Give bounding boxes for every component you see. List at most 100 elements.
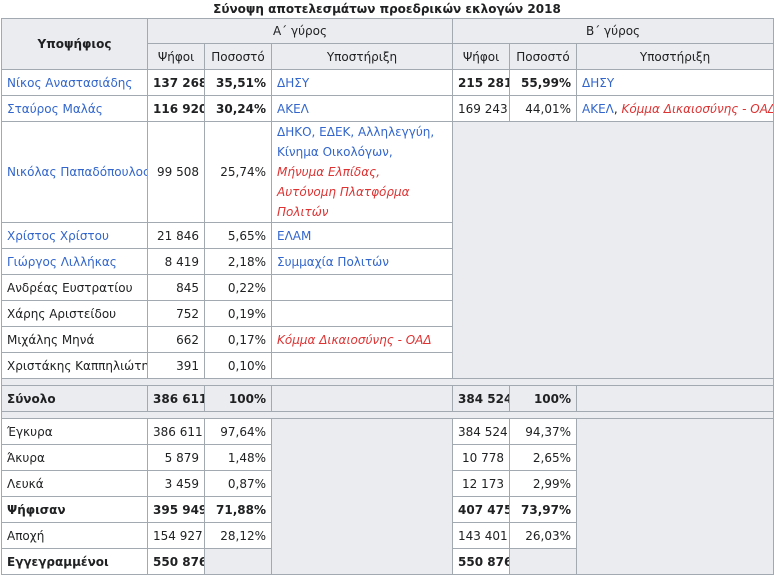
round2-empty-block	[452, 121, 774, 379]
percent-r2: 55,99%	[509, 69, 578, 96]
stat-label: Ψήφισαν	[1, 496, 148, 523]
support-link-r2[interactable]: ΔΗΣΥ	[576, 69, 774, 96]
support-link-akel[interactable]: ΑΚΕΛ	[582, 101, 614, 116]
table-row: Χρίστος Χρίστου 21 846 5,65% ΕΛΑΜ	[1, 222, 774, 249]
stats-row: Έγκυρα 386 611 97,64% 384 524 94,37%	[1, 418, 774, 575]
percent-r1: 0,22%	[204, 274, 272, 301]
stat-votes-r2: 10 778	[452, 444, 511, 471]
candidate-name: Χριστάκης Καππηλιώτης	[1, 352, 148, 379]
percent-r2: 44,01%	[509, 95, 578, 122]
support-link-r1[interactable]: ΕΛΑΜ	[270, 222, 454, 249]
support-link-r1[interactable]: Κόμμα Δικαιοσύνης - ΟΑΔ	[270, 326, 454, 353]
stat-percent-r2: 2,65%	[509, 444, 578, 471]
stat-label: Άκυρα	[1, 444, 148, 471]
stats-empty-r2	[576, 418, 774, 575]
stat-percent-r1: 71,88%	[204, 496, 272, 523]
header-round1: Α΄ γύρος	[146, 18, 454, 44]
support-link-oad[interactable]: Κόμμα Δικαιοσύνης - ΟΑΔ	[621, 101, 774, 116]
votes-r1: 752	[147, 300, 205, 327]
percent-r1: 0,10%	[204, 352, 272, 379]
stat-votes-r1: 550 876	[147, 548, 205, 575]
percent-r1: 30,24%	[204, 95, 272, 122]
stat-percent-r1-empty	[204, 548, 272, 575]
table-row: Μιχάλης Μηνά 662 0,17% Κόμμα Δικαιοσύνης…	[1, 326, 774, 353]
separator-row	[0, 411, 774, 419]
candidate-name-link[interactable]: Νικόλας Παπαδόπουλος	[1, 121, 148, 223]
votes-r2: 169 243	[452, 95, 511, 122]
candidate-name: Ανδρέας Ευστρατίου	[1, 274, 148, 301]
candidate-name-link[interactable]: Χρίστος Χρίστου	[1, 222, 148, 249]
separator-row	[0, 378, 774, 386]
table-row: Σταύρος Μαλάς 116 920 30,24% ΑΚΕΛ 169 24…	[1, 95, 774, 122]
stat-votes-r1: 386 611	[147, 418, 205, 445]
votes-r1: 99 508	[147, 121, 205, 223]
percent-r1: 5,65%	[204, 222, 272, 249]
stats-row: Άκυρα 5 879 1,48% 10 778 2,65%	[1, 444, 774, 471]
support-link-r1[interactable]: ΑΚΕΛ	[270, 95, 454, 122]
total-support-r1	[270, 385, 454, 412]
stat-votes-r2: 12 173	[452, 470, 511, 497]
support-r2: ΑΚΕΛ, Κόμμα Δικαιοσύνης - ΟΑΔ	[576, 95, 774, 122]
support-link-r1[interactable]: Συμμαχία Πολιτών	[270, 248, 454, 275]
header-support-r1: Υποστήριξη	[270, 43, 454, 70]
stats-empty-r1	[270, 418, 454, 575]
votes-r2: 215 281	[452, 69, 511, 96]
total-support-r2	[576, 385, 774, 412]
total-votes-r2: 384 524	[452, 385, 511, 412]
total-percent-r2: 100%	[509, 385, 578, 412]
votes-r1: 116 920	[147, 95, 205, 122]
total-votes-r1: 386 611	[147, 385, 205, 412]
header-votes-r1: Ψήφοι	[147, 43, 205, 70]
stat-votes-r2: 384 524	[452, 418, 511, 445]
header-round2: Β΄ γύρος	[452, 18, 774, 44]
table-row: Ανδρέας Ευστρατίου 845 0,22%	[1, 274, 774, 301]
votes-r1: 8 419	[147, 248, 205, 275]
table-row: Χάρης Αριστείδου 752 0,19%	[1, 300, 774, 327]
table-row: Νικόλας Παπαδόπουλος 99 508 25,74% ΔΗΚΟ,…	[1, 121, 774, 379]
votes-r1: 391	[147, 352, 205, 379]
stat-label: Αποχή	[1, 522, 148, 549]
support-r1: ΔΗΚΟ, ΕΔΕΚ, Αλληλεγγύη, Κίνημα Οικολόγων…	[270, 121, 454, 223]
stat-label: Εγγεγραμμένοι	[1, 548, 148, 575]
table-row: Γιώργος Λιλλήκας 8 419 2,18% Συμμαχία Πο…	[1, 248, 774, 275]
stat-votes-r1: 3 459	[147, 470, 205, 497]
candidate-name-link[interactable]: Σταύρος Μαλάς	[1, 95, 148, 122]
total-row: Σύνολο 386 611 100% 384 524 100%	[1, 385, 774, 412]
candidate-name-link[interactable]: Νίκος Αναστασιάδης	[1, 69, 148, 96]
table-row: Νίκος Αναστασιάδης 137 268 35,51% ΔΗΣΥ 2…	[1, 69, 774, 96]
votes-r1: 137 268	[147, 69, 205, 96]
percent-r1: 0,19%	[204, 300, 272, 327]
stat-percent-r2: 73,97%	[509, 496, 578, 523]
candidate-name: Χάρης Αριστείδου	[1, 300, 148, 327]
table-caption: Σύνοψη αποτελεσμάτων προεδρικών εκλογών …	[213, 2, 561, 16]
support-link-minima[interactable]: Μήνυμα Ελπίδας,	[277, 165, 381, 179]
votes-r1: 845	[147, 274, 205, 301]
percent-r1: 35,51%	[204, 69, 272, 96]
stat-percent-r1: 28,12%	[204, 522, 272, 549]
support-separator: ,	[613, 101, 622, 116]
support-link-platform[interactable]: Αυτόνομη Πλατφόρμα Πολιτών	[277, 185, 410, 219]
total-label: Σύνολο	[1, 385, 148, 412]
stat-votes-r2: 407 475	[452, 496, 511, 523]
stat-votes-r2: 550 876	[452, 548, 511, 575]
stat-percent-r2: 94,37%	[509, 418, 578, 445]
support-link-diko-edek[interactable]: ΔΗΚΟ, ΕΔΕΚ, Αλληλεγγύη,	[277, 125, 435, 139]
support-r1	[270, 352, 454, 379]
stat-percent-r1: 0,87%	[204, 470, 272, 497]
support-link-r1[interactable]: ΔΗΣΥ	[270, 69, 454, 96]
header-votes-r2: Ψήφοι	[452, 43, 511, 70]
header-percent-r1: Ποσοστό	[204, 43, 272, 70]
stat-percent-r2-empty	[509, 548, 578, 575]
election-results-table: Υποψήφιος Α΄ γύρος Β΄ γύρος Ψήφοι Ποσοστ…	[0, 18, 774, 575]
candidate-name-link[interactable]: Γιώργος Λιλλήκας	[1, 248, 148, 275]
votes-r1: 662	[147, 326, 205, 353]
header-support-r2: Υποστήριξη	[576, 43, 774, 70]
candidate-name: Μιχάλης Μηνά	[1, 326, 148, 353]
support-link-ecologists[interactable]: Κίνημα Οικολόγων,	[277, 145, 393, 159]
percent-r1: 0,17%	[204, 326, 272, 353]
stat-votes-r1: 5 879	[147, 444, 205, 471]
stat-percent-r2: 2,99%	[509, 470, 578, 497]
stat-label: Έγκυρα	[1, 418, 148, 445]
stat-votes-r1: 154 927	[147, 522, 205, 549]
stat-percent-r2: 26,03%	[509, 522, 578, 549]
